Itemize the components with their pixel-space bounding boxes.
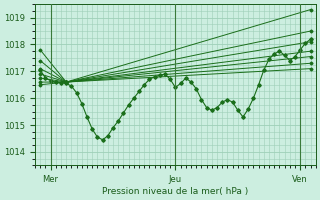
X-axis label: Pression niveau de la mer( hPa ): Pression niveau de la mer( hPa ) (102, 187, 249, 196)
